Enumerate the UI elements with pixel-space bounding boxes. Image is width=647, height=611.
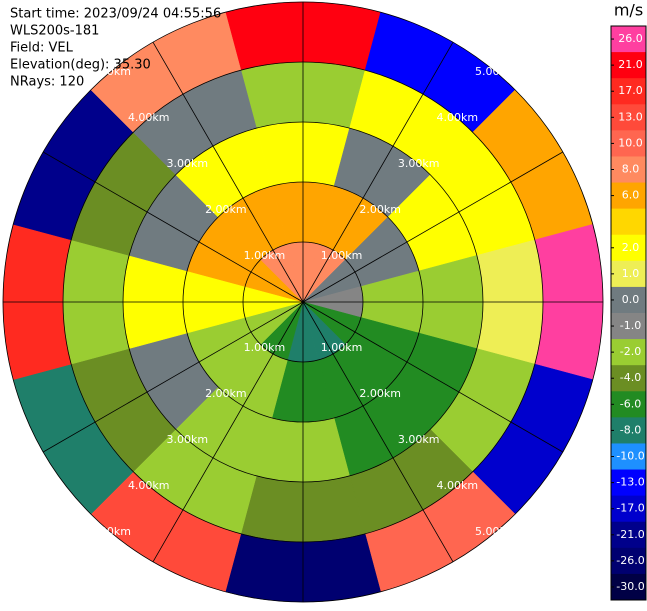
info-line: Elevation(deg): 35.30 <box>10 58 151 73</box>
colorbar-label: 0.0 <box>622 293 640 306</box>
colorbar-segment <box>611 573 646 601</box>
colorbar-segment <box>611 26 646 53</box>
ring-label: 1.00km <box>321 341 363 354</box>
colorbar-label: -4.0 <box>620 371 641 384</box>
colorbar-segment <box>611 417 646 444</box>
colorbar-label: -26.0 <box>616 554 644 567</box>
colorbar-segment <box>611 391 646 418</box>
range-ring <box>2 1 604 603</box>
range-ring <box>182 181 424 423</box>
spoke <box>152 41 304 303</box>
ring-label: 2.00km <box>359 387 401 400</box>
info-line: Start time: 2023/09/24 04:55:56 <box>10 7 221 22</box>
colorbar-segment <box>611 156 646 184</box>
colorbar: m/s 26.0 21.0 17.0 13.0 10.0 8.0 6.0 2.0 1.0 0.0 -1… <box>610 1 647 601</box>
colorbar-segment <box>611 495 646 523</box>
colorbar-label: -17.0 <box>616 502 644 515</box>
colorbar-label: -6.0 <box>620 397 641 410</box>
colorbar-frame <box>610 25 647 601</box>
colorbar-segment <box>611 443 646 471</box>
ring-label: 4.00km <box>436 111 478 124</box>
colorbar-label: 26.0 <box>618 32 643 45</box>
info-line: WLS200s-181 <box>10 24 99 39</box>
ring-label: 3.00km <box>398 433 440 446</box>
colorbar-title: m/s <box>614 1 643 20</box>
ring-label: 1.00km <box>321 249 363 262</box>
spoke <box>42 301 304 453</box>
ring-label: 3.00km <box>398 157 440 170</box>
ring-label: 2.00km <box>205 203 247 216</box>
colorbar-segment <box>611 547 646 575</box>
colorbar-label: 2.0 <box>622 241 640 254</box>
info-line: NRays: 120 <box>10 75 84 90</box>
colorbar-label: -13.0 <box>616 476 644 489</box>
colorbar-segment <box>611 234 646 262</box>
range-ring <box>242 241 364 363</box>
colorbar-segment <box>611 104 646 131</box>
spoke <box>152 301 304 563</box>
spoke <box>42 151 304 303</box>
ring-label: 5.00km <box>475 65 517 78</box>
colorbar-label: 21.0 <box>618 58 643 71</box>
colorbar-label: -1.0 <box>620 319 641 332</box>
colorbar-segment <box>611 469 646 497</box>
ring-label: 3.00km <box>167 433 209 446</box>
colorbar-segment <box>611 78 646 105</box>
colorbar-segment <box>611 365 646 392</box>
colorbar-label: -10.0 <box>616 450 644 463</box>
colorbar-label: -2.0 <box>620 345 641 358</box>
colorbar-label: 1.0 <box>622 267 640 280</box>
info-line: Field: VEL <box>10 41 74 56</box>
field <box>2 1 604 603</box>
colorbar-segment <box>611 521 646 549</box>
ring-label: 5.00km <box>89 525 131 538</box>
range-ring <box>122 121 484 483</box>
colorbar-segment <box>611 182 646 210</box>
range-ring <box>62 61 544 543</box>
colorbar-segment <box>611 260 646 288</box>
colorbar-segment <box>611 339 646 366</box>
ring-label: 4.00km <box>436 479 478 492</box>
ring-label: 5.00km <box>89 65 131 78</box>
colorbar-label: 13.0 <box>618 110 643 123</box>
colorbar-label: -21.0 <box>616 528 644 541</box>
ring-label: 5.00km <box>475 525 517 538</box>
colorbar-label: 10.0 <box>618 136 643 149</box>
ring-label: 4.00km <box>128 479 170 492</box>
colorbar-segment <box>611 52 646 79</box>
colorbar-segment <box>611 208 646 236</box>
colorbar-label: 8.0 <box>622 163 640 176</box>
colorbar-label: 17.0 <box>618 84 643 97</box>
colorbar-segment <box>611 130 646 157</box>
spoke <box>302 151 564 303</box>
info-block: Start time: 2023/09/24 04:55:56 WLS200s-1… <box>10 7 221 90</box>
colorbar-label: -30.0 <box>616 580 644 593</box>
spoke <box>302 301 564 453</box>
spoke <box>302 301 454 563</box>
ring-label: 1.00km <box>244 249 286 262</box>
ring-label: 1.00km <box>244 341 286 354</box>
colorbar-segment <box>611 313 646 340</box>
ring-label: 2.00km <box>205 387 247 400</box>
ring-label: 2.00km <box>359 203 401 216</box>
ring-label: 4.00km <box>128 111 170 124</box>
spoke <box>302 41 454 303</box>
colorbar-segment <box>611 286 646 314</box>
ring-label: 3.00km <box>167 157 209 170</box>
colorbar-label: 6.0 <box>622 189 640 202</box>
colorbar-label: -8.0 <box>620 423 641 436</box>
polar-axes: 1.00km 1.00km 1.00km 1.00km 2.00km 2.00km 2.00… <box>2 1 604 603</box>
